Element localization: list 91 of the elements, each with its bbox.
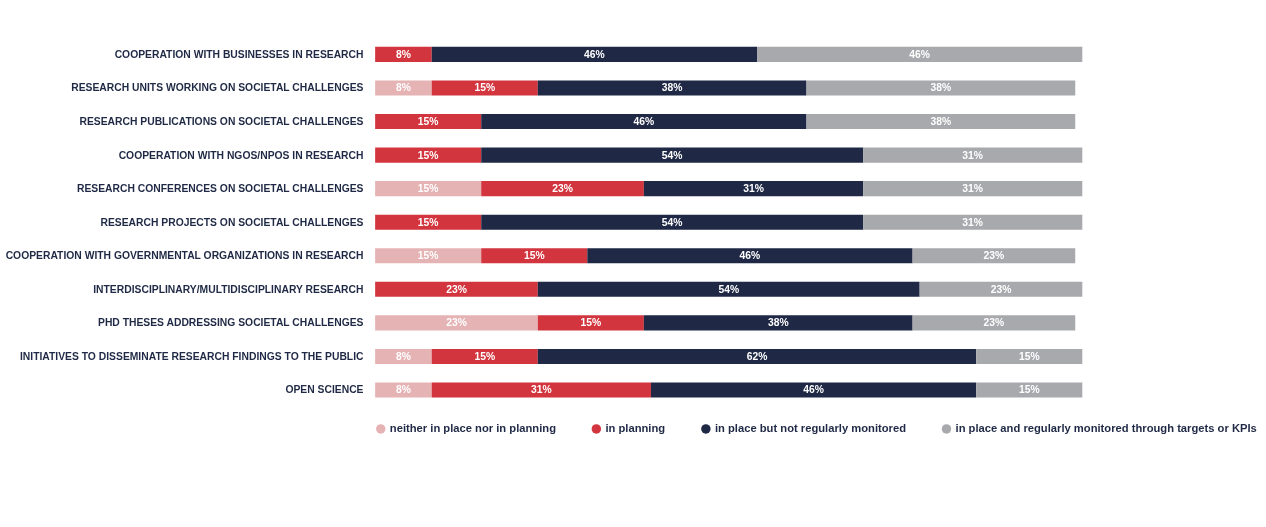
bar: [375, 382, 432, 398]
data-label: 31%: [743, 183, 764, 195]
data-label: 15%: [474, 82, 496, 94]
bar: [481, 181, 644, 197]
y-tick-label: RESEARCH UNITS WORKING ON SOCIETAL CHALLENGES: [71, 82, 364, 94]
y-tick-label: INTERDISCIPLINARY/MULTIDISCIPLINARY RESEARCH: [93, 283, 364, 295]
data-label: 23%: [552, 183, 573, 195]
data-label: 23%: [983, 250, 1005, 262]
data-label: 15%: [417, 149, 439, 161]
data-label: 46%: [633, 115, 655, 127]
bar: [806, 80, 1076, 96]
data-label: 8%: [395, 350, 411, 362]
data-label: 31%: [530, 384, 552, 396]
bar: [757, 46, 1083, 62]
data-label: 46%: [803, 384, 824, 396]
bar: [537, 315, 644, 331]
y-tick-label: COOPERATION WITH BUSINESSES IN RESEARCH: [114, 48, 364, 60]
data-label: 46%: [739, 250, 761, 262]
data-label: 46%: [584, 48, 605, 60]
legend-label: in place and regularly monitored through targets or KPIs: [955, 422, 1257, 435]
data-label: 23%: [990, 283, 1012, 295]
bar: [643, 181, 864, 197]
data-label: 15%: [523, 250, 545, 262]
bar: [375, 80, 432, 96]
data-label: 15%: [1018, 350, 1040, 362]
data-label: 23%: [446, 317, 467, 329]
bar: [537, 80, 807, 96]
bar: [863, 147, 1083, 163]
data-label: 54%: [661, 149, 683, 161]
data-label: 54%: [718, 283, 740, 295]
data-label: 54%: [661, 216, 683, 228]
data-label: 15%: [417, 183, 439, 195]
y-tick-label: INITIATIVES TO DISSEMINATE RESEARCH FINDINGS TO THE PUBLIC: [19, 350, 365, 362]
y-tick-label: PHD THESES ADDRESSING SOCIETAL CHALLENGES: [98, 317, 364, 329]
bar: [375, 281, 538, 297]
bar: [481, 113, 807, 130]
bar: [481, 147, 864, 163]
data-label: 38%: [930, 115, 952, 127]
bar: [919, 281, 1083, 297]
data-label: 8%: [395, 82, 411, 94]
bar: [976, 348, 1083, 364]
bar: [481, 214, 864, 230]
bar: [375, 147, 482, 163]
bar: [806, 113, 1076, 130]
data-label: 38%: [767, 317, 789, 329]
data-label: 31%: [962, 183, 984, 195]
data-label: 23%: [983, 317, 1005, 329]
legend-label: in planning: [605, 422, 666, 435]
bar: [587, 248, 913, 264]
data-label: 15%: [417, 216, 439, 228]
bar: [375, 113, 482, 130]
data-label: 23%: [446, 283, 467, 295]
bar: [431, 348, 538, 364]
legend-label: neither in place nor in planning: [389, 422, 557, 435]
bar: [375, 248, 482, 264]
bar: [912, 248, 1076, 264]
y-tick-label: COOPERATION WITH GOVERNMENTAL ORGANIZATIONS IN RESEARCH: [5, 250, 364, 262]
bar: [431, 80, 538, 96]
bar: [537, 348, 977, 364]
bar: [375, 214, 482, 230]
data-label: 15%: [474, 350, 496, 362]
data-label: 15%: [417, 250, 439, 262]
data-label: 15%: [417, 115, 439, 127]
bar: [537, 281, 920, 297]
bar: [481, 248, 588, 264]
y-tick-label: COOPERATION WITH NGOS/NPOS IN RESEARCH: [118, 149, 364, 161]
bar: [375, 181, 482, 197]
y-tick-label: RESEARCH PUBLICATIONS ON SOCIETAL CHALLENGES: [79, 115, 364, 127]
data-label: 8%: [395, 384, 411, 396]
y-tick-label: OPEN SCIENCE: [285, 384, 364, 396]
legend-label: in place but not regularly monitored: [714, 422, 907, 435]
data-label: 8%: [395, 48, 411, 60]
y-tick-label: RESEARCH PROJECTS ON SOCIETAL CHALLENGES: [100, 216, 364, 228]
bar: [650, 382, 977, 398]
data-label: 38%: [930, 82, 952, 94]
bar: [976, 382, 1083, 398]
bar: [912, 315, 1076, 331]
bar: [863, 181, 1083, 197]
data-label: 15%: [580, 317, 602, 329]
data-label: 62%: [746, 350, 768, 362]
bar: [431, 46, 758, 62]
data-label: 15%: [1018, 384, 1040, 396]
bar: [375, 315, 538, 331]
bar: [643, 315, 913, 331]
bar: [431, 382, 651, 398]
data-label: 31%: [962, 216, 984, 228]
data-label: 46%: [909, 48, 930, 60]
data-label: 38%: [661, 82, 683, 94]
y-tick-label: RESEARCH CONFERENCES ON SOCIETAL CHALLENGES: [76, 183, 364, 195]
bar: [863, 214, 1083, 230]
data-label: 31%: [962, 149, 984, 161]
